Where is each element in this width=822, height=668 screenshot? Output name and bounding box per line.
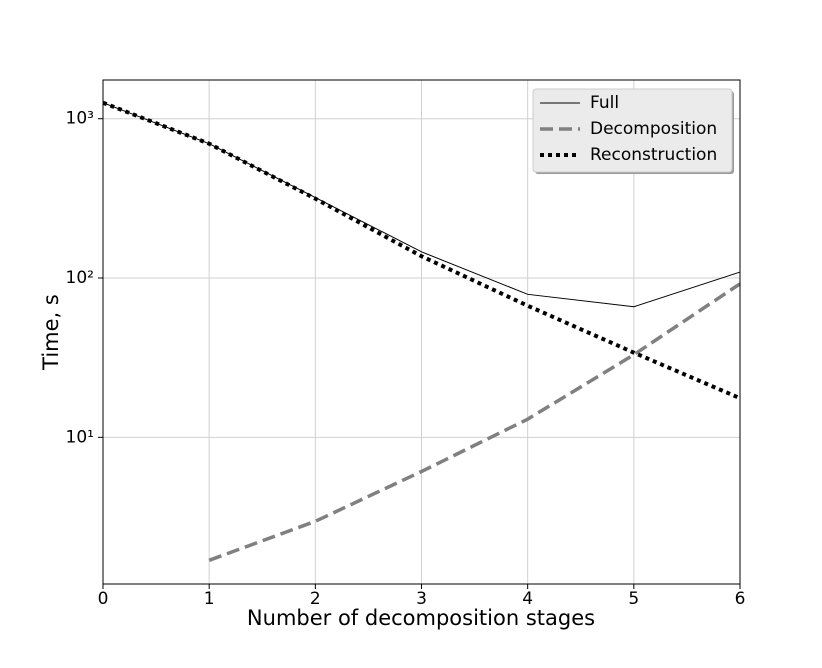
legend-box [532, 88, 733, 173]
legend-label: Decomposition [590, 119, 717, 139]
y-tick-label: 10³ [66, 109, 94, 129]
x-tick-label: 1 [204, 589, 215, 609]
y-tick-label: 10² [66, 268, 94, 288]
series-line [102, 100, 741, 401]
legend-label: Full [590, 93, 619, 113]
series-line [208, 282, 741, 562]
legend: Full Decomposition Reconstruction [532, 88, 734, 174]
y-tick-label: 10¹ [66, 427, 94, 447]
x-axis-label: Number of decomposition stages [247, 606, 595, 630]
x-tick-label: 3 [416, 589, 427, 609]
x-tick-label: 5 [628, 589, 639, 609]
x-tick-label: 4 [522, 589, 533, 609]
x-tick-label: 2 [310, 589, 321, 609]
x-tick-label: 6 [735, 589, 746, 609]
x-tick-label: 0 [98, 589, 109, 609]
legend-label: Reconstruction [590, 145, 717, 165]
plot-frame [102, 79, 741, 585]
y-axis-label: Time, s [39, 294, 63, 371]
